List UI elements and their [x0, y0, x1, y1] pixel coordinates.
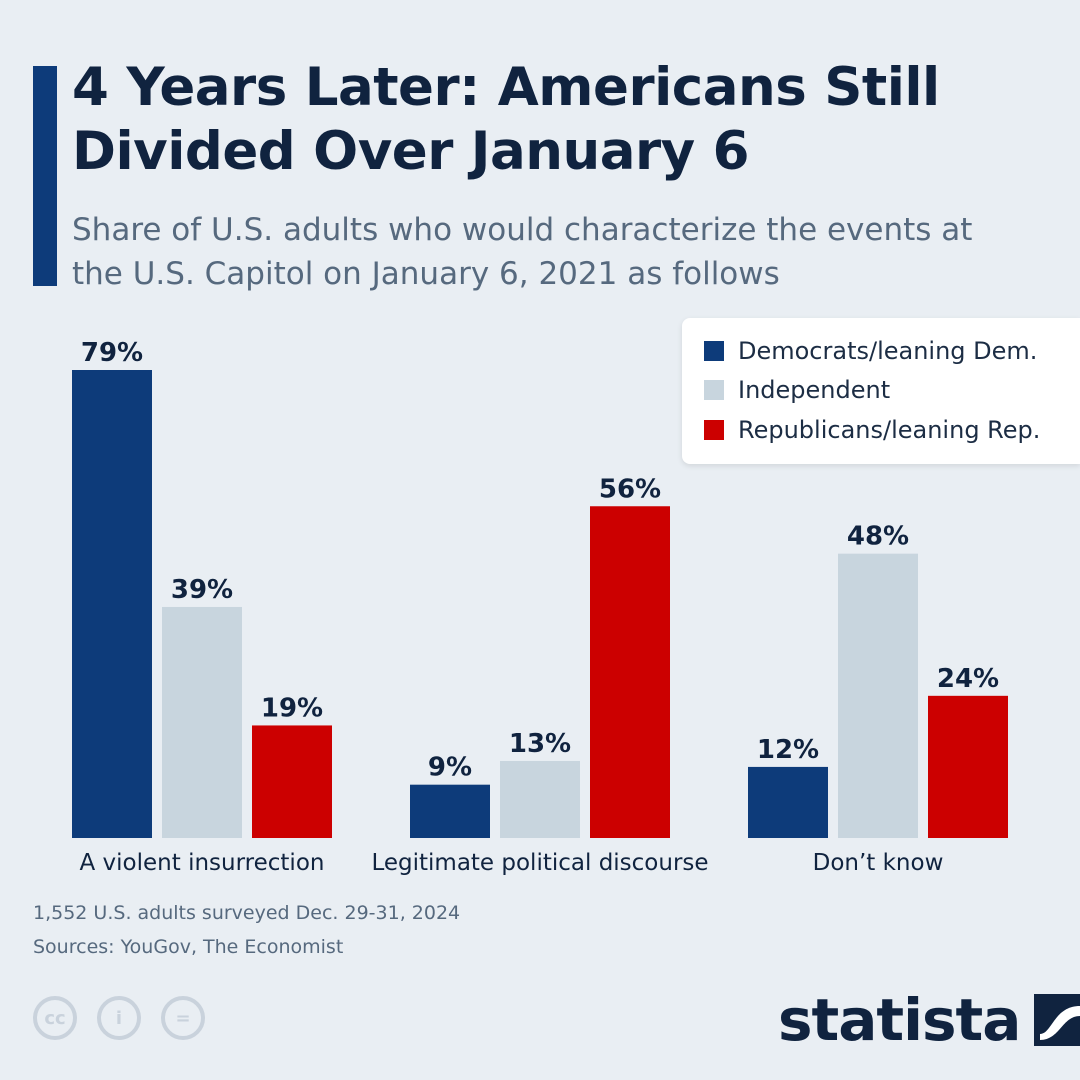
chart-legend: Democrats/leaning Dem. Independent Repub… — [682, 318, 1080, 464]
bar-chart: 79% 39% 19% A violent insurrection 9% 13% 56% L… — [72, 338, 1008, 876]
bar-a-violent-insurrection-democrats-leaning-dem — [72, 370, 152, 838]
license-icons: cc i = — [33, 996, 225, 1040]
data-label-a-violent-insurrection-republicans-leaning-rep: 19% — [261, 693, 323, 723]
legend-label-republicans: Republicans/leaning Rep. — [738, 416, 1041, 444]
bar-don-t-know-independent — [838, 553, 918, 838]
legend-item-democrats: Democrats/leaning Dem. — [704, 336, 1037, 366]
legend-item-independent: Independent — [704, 375, 890, 405]
data-label-don-t-know-democrats-leaning-dem: 12% — [757, 735, 819, 765]
legend-swatch-republicans — [704, 420, 724, 440]
sources-note: Sources: YouGov, The Economist — [33, 936, 344, 958]
attribution-icon[interactable]: i — [97, 996, 141, 1040]
page-title: 4 Years Later: Americans Still Divided O… — [72, 57, 940, 182]
title-accent-bar — [33, 66, 57, 286]
bar-don-t-know-republicans-leaning-rep — [928, 695, 1008, 838]
category-label-a-violent-insurrection: A violent insurrection — [80, 850, 325, 876]
statista-wordmark: statista — [778, 986, 1021, 1054]
data-label-don-t-know-independent: 48% — [847, 522, 909, 552]
statista-logo[interactable]: statista — [778, 986, 1080, 1054]
page-subtitle: Share of U.S. adults who would character… — [72, 212, 973, 292]
data-label-legitimate-political-discourse-independent: 13% — [509, 729, 571, 759]
bar-legitimate-political-discourse-independent — [500, 760, 580, 838]
legend-swatch-independent — [704, 380, 724, 400]
bar-don-t-know-democrats-leaning-dem — [748, 766, 828, 838]
data-label-legitimate-political-discourse-republicans-leaning-rep: 56% — [599, 474, 661, 504]
creative-commons-icon[interactable]: cc — [33, 996, 77, 1040]
category-label-don-t-know: Don’t know — [813, 850, 944, 876]
category-label-legitimate-political-discourse: Legitimate political discourse — [371, 850, 708, 876]
data-label-a-violent-insurrection-independent: 39% — [171, 575, 233, 605]
data-label-don-t-know-republicans-leaning-rep: 24% — [937, 664, 999, 694]
legend-item-republicans: Republicans/leaning Rep. — [704, 415, 1040, 445]
legend-label-democrats: Democrats/leaning Dem. — [738, 337, 1038, 365]
bar-a-violent-insurrection-republicans-leaning-rep — [252, 725, 332, 838]
data-label-legitimate-political-discourse-democrats-leaning-dem: 9% — [428, 753, 472, 783]
data-label-a-violent-insurrection-democrats-leaning-dem: 79% — [81, 338, 143, 368]
survey-note: 1,552 U.S. adults surveyed Dec. 29-31, 2… — [33, 902, 461, 924]
no-derivatives-icon[interactable]: = — [161, 996, 205, 1040]
bar-legitimate-political-discourse-democrats-leaning-dem — [410, 784, 490, 838]
bar-legitimate-political-discourse-republicans-leaning-rep — [590, 506, 670, 838]
bar-a-violent-insurrection-independent — [162, 606, 242, 838]
legend-swatch-democrats — [704, 341, 724, 361]
legend-label-independent: Independent — [738, 376, 891, 404]
statista-mark-icon — [1034, 994, 1080, 1046]
